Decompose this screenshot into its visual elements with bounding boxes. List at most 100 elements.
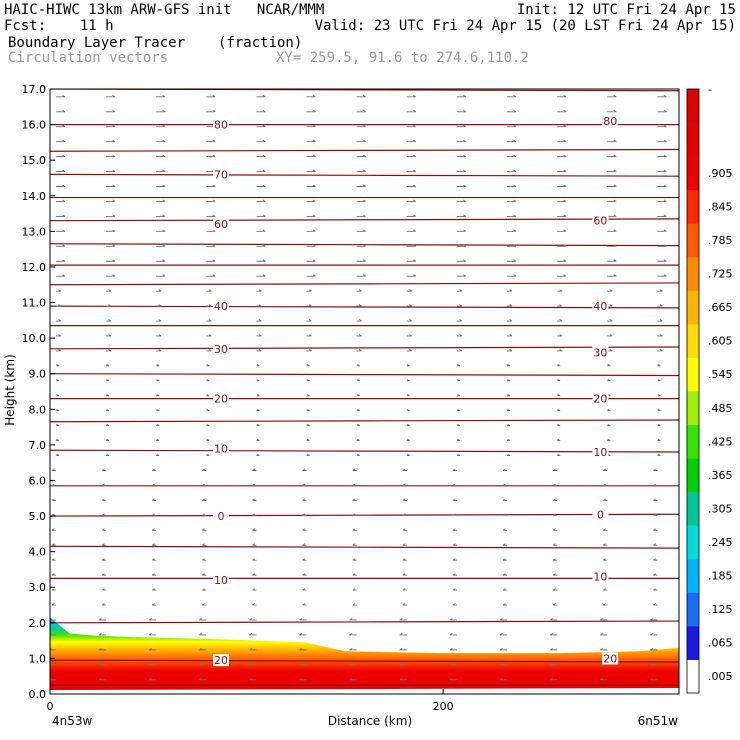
circulation-vector (507, 304, 513, 307)
circulation-vector (55, 154, 66, 158)
circulation-vector (456, 334, 463, 337)
circulation-vector (151, 483, 157, 486)
circulation-vector (106, 124, 116, 128)
circulation-vector (607, 408, 611, 412)
circulation-vector (106, 244, 116, 247)
circulation-vector (55, 423, 60, 427)
contour-label-bg (213, 442, 230, 455)
contour-label-bg (213, 118, 230, 131)
circulation-vector (406, 94, 416, 98)
circulation-vector (256, 423, 260, 427)
circulation-vector (55, 378, 60, 382)
circulation-vector (101, 513, 107, 516)
circulation-vector (552, 558, 558, 561)
circulation-vector (206, 274, 216, 277)
circulation-vector (356, 378, 360, 382)
circulation-vector (557, 334, 563, 337)
colorbar-label: .365 (708, 469, 733, 482)
contour-label: 0 (218, 510, 225, 523)
circulation-vector (402, 498, 407, 501)
circulation-vector (101, 528, 107, 531)
circulation-vector (499, 662, 508, 666)
circulation-vector (607, 363, 611, 367)
circulation-vector (156, 229, 166, 232)
circulation-vector (557, 304, 563, 307)
circulation-vector (456, 453, 461, 457)
circulation-vector (653, 513, 658, 516)
circulation-vector (399, 677, 407, 681)
colorbar-label: .485 (708, 402, 733, 415)
circulation-vector (452, 528, 457, 531)
circulation-vector (356, 199, 366, 202)
circulation-vector (452, 543, 457, 546)
circulation-vector (101, 558, 107, 561)
circulation-vector (156, 259, 166, 262)
circulation-vector (399, 647, 407, 651)
circulation-vector (557, 124, 567, 128)
circulation-vector (55, 259, 66, 262)
circulation-vector (352, 603, 357, 606)
circulation-vector (206, 244, 216, 247)
circulation-vector (507, 363, 511, 367)
circulation-vector (51, 573, 56, 576)
circulation-vector (156, 319, 162, 322)
circulation-vector (306, 94, 316, 98)
tracer-layer (50, 617, 679, 694)
circulation-vector (101, 603, 107, 606)
colorbar-swatch (687, 357, 699, 392)
contour-label: 10 (593, 446, 607, 459)
contour-label-bg (592, 446, 609, 458)
circulation-vector (206, 154, 216, 158)
circulation-vector (252, 573, 257, 576)
colorbar-label: .065 (708, 637, 733, 650)
x-tick-label: 0 (47, 700, 54, 713)
circulation-vector (256, 139, 266, 143)
circulation-vector (456, 154, 467, 158)
circulation-vector (603, 498, 608, 501)
header-init-time: Init: 12 UTC Fri 24 Apr 15 (516, 2, 736, 18)
circulation-vector (206, 438, 210, 442)
circulation-vector (657, 124, 667, 128)
circulation-vector (552, 468, 558, 471)
circulation-vector (657, 229, 667, 232)
circulation-vector (657, 453, 661, 457)
circulation-vector (156, 289, 162, 292)
circulation-vector (406, 363, 410, 367)
circulation-vector (552, 528, 558, 531)
circulation-vector (199, 647, 207, 651)
circulation-vector (306, 244, 316, 247)
circulation-vector (456, 244, 467, 247)
circulation-vector (252, 528, 257, 531)
y-tick-label: 1.0 (29, 652, 47, 665)
circulation-vector (55, 199, 66, 202)
circulation-vector (252, 498, 257, 501)
circulation-vector (402, 603, 407, 606)
circulation-vector (449, 647, 457, 651)
circulation-vector (98, 677, 107, 681)
circulation-vector (657, 139, 667, 143)
contour-label-bg (213, 218, 230, 231)
colorbar-swatch (687, 491, 699, 526)
header-valid-time: Valid: 23 UTC Fri 24 Apr 15 (20 LST Fri … (314, 18, 736, 34)
circulation-vector (507, 453, 511, 457)
circulation-vector (206, 304, 212, 307)
circulation-vector (402, 483, 407, 486)
circulation-vector (456, 229, 467, 232)
circulation-vector (456, 363, 461, 367)
circulation-vector (55, 334, 62, 337)
circulation-vector (302, 513, 307, 516)
circulation-vector (452, 468, 457, 471)
x-tick-label: 200 (433, 700, 454, 713)
circulation-vector (607, 154, 617, 158)
circulation-vector (406, 229, 416, 232)
circulation-vector (106, 363, 110, 367)
circulation-vector (657, 214, 667, 217)
circulation-vector (356, 438, 360, 442)
circulation-vector (156, 124, 166, 128)
circulation-vector (199, 677, 207, 681)
circulation-vector (256, 408, 260, 412)
circulation-vector (256, 94, 266, 98)
circulation-vector (456, 109, 467, 113)
circulation-vector (657, 363, 661, 367)
circulation-vector (657, 169, 667, 173)
